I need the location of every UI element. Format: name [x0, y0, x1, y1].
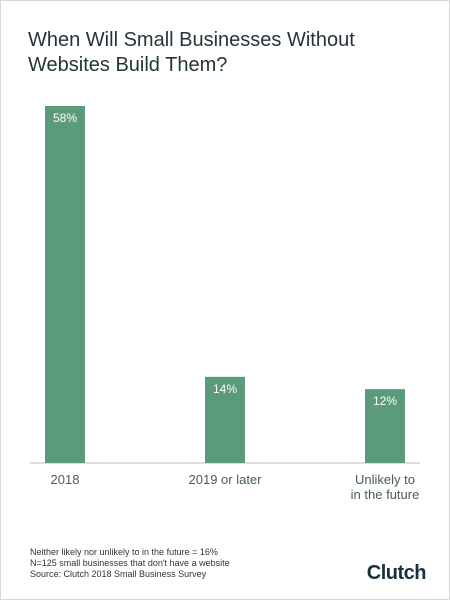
bar-2: [205, 376, 245, 463]
footer-notes: Neither likely nor unlikely to in the fu…: [30, 547, 230, 580]
bars-group: [45, 106, 405, 463]
bar-3: [365, 389, 405, 463]
value-labels-group: 58% 14% 12%: [53, 111, 397, 408]
category-label-2: 2019 or later: [188, 472, 262, 487]
bar-value-label-2: 14%: [213, 382, 237, 396]
footer-note-1: Neither likely nor unlikely to in the fu…: [30, 547, 218, 557]
bar-value-label-3: 12%: [373, 394, 397, 408]
category-label-3: Unlikely to in the future: [350, 472, 420, 502]
bar-value-label-1: 58%: [53, 111, 77, 125]
chart-title: When Will Small Businesses Without Websi…: [28, 29, 355, 76]
footer-note-3: Source: Clutch 2018 Small Business Surve…: [30, 569, 207, 579]
bar-1: [45, 106, 85, 463]
clutch-logo: Clutch: [366, 562, 427, 584]
category-label-1: 2018: [50, 472, 80, 487]
footer-note-2: N=125 small businesses that don't have a…: [30, 558, 230, 568]
